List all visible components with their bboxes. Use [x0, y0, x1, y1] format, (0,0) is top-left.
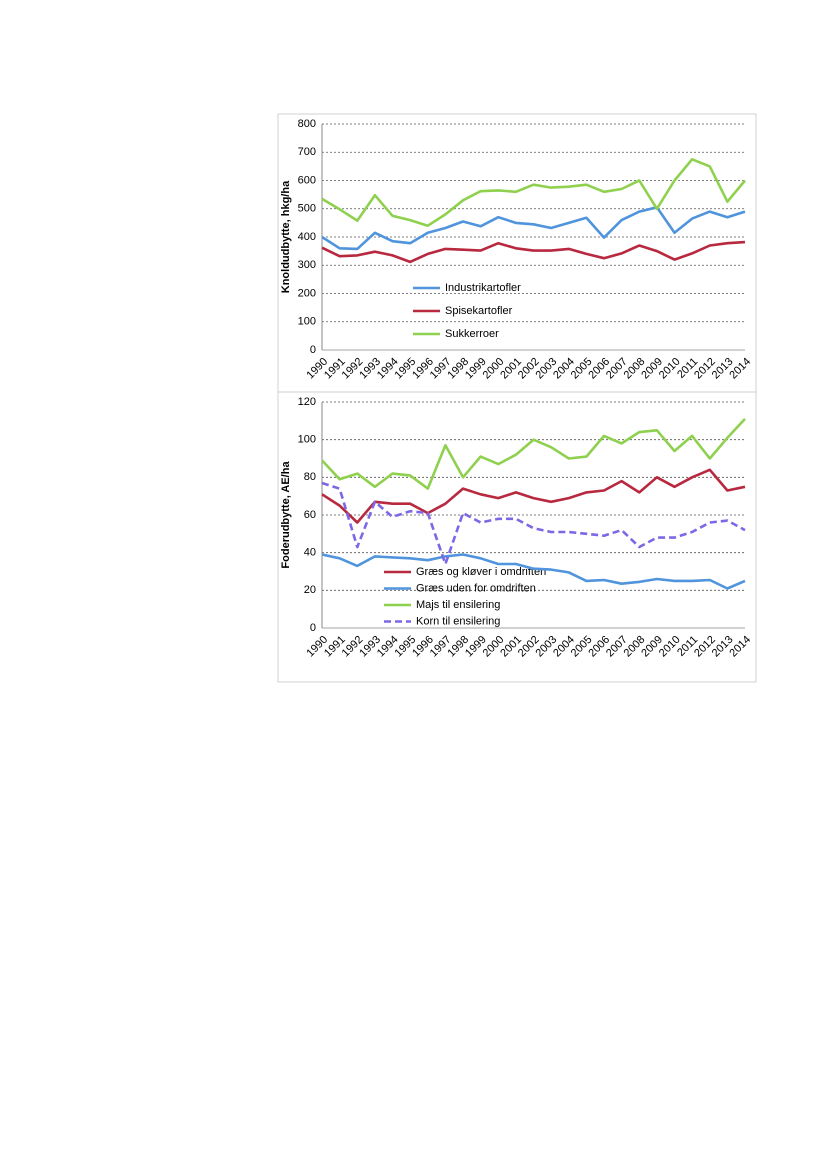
y-tick-label: 400 [298, 231, 316, 243]
data-line [321, 553, 746, 590]
legend-label: Græs uden for omdriften [416, 582, 536, 594]
legend-label: Græs og kløver i omdriften [416, 566, 546, 578]
y-tick-label: 700 [298, 146, 316, 158]
y-tick-label: 600 [298, 174, 316, 186]
legend-label: Majs til ensilering [416, 599, 500, 611]
legend-label: Korn til ensilering [416, 615, 500, 627]
y-tick-label: 120 [298, 396, 316, 408]
y-tick-label: 500 [298, 203, 316, 215]
data-line [321, 206, 746, 251]
y-tick-label: 40 [304, 547, 316, 559]
data-line [321, 158, 747, 227]
y-tick-label: 300 [298, 259, 316, 271]
y-tick-label: 100 [298, 316, 316, 328]
y-tick-label: 100 [298, 434, 316, 446]
y-tick-label: 0 [310, 344, 316, 356]
y-tick-label: 20 [304, 584, 316, 596]
data-line [321, 481, 746, 566]
legend-label: Spisekartofler [445, 305, 513, 317]
y-tick-label: 200 [298, 287, 316, 299]
legend-label: Sukkerroer [445, 328, 499, 340]
chart-frame [277, 391, 757, 683]
data-line [321, 240, 746, 264]
y-tick-label: 800 [298, 118, 316, 130]
legend-label: Industrikartofler [445, 282, 521, 294]
y-tick-label: 80 [304, 471, 316, 483]
y-tick-label: 60 [304, 509, 316, 521]
data-line [321, 418, 746, 490]
data-line [321, 468, 746, 524]
y-axis-label: Knoldudbytte, hkg/ha [280, 180, 292, 293]
y-tick-label: 0 [310, 622, 316, 634]
y-axis-label: Foderudbytte, AE/ha [280, 461, 292, 569]
